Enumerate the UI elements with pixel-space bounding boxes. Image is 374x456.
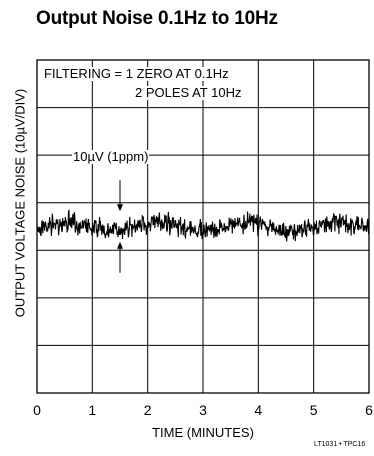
x-tick-label: 3: [199, 402, 207, 418]
noise-arrows: [117, 180, 123, 273]
scale-marker-label: 10µV (1ppm): [72, 149, 150, 164]
noise-trace: [36, 209, 370, 242]
x-axis-label: TIME (MINUTES): [152, 425, 254, 440]
x-tick-label: 2: [143, 402, 152, 418]
y-axis-label: OUTPUT VOLTAGE NOISE (10µV/DIV): [12, 88, 28, 318]
x-tick-label: 5: [309, 402, 318, 418]
arrow-up-head: [117, 241, 123, 249]
filtering-note-line2: 2 POLES AT 10Hz: [135, 85, 242, 100]
figure-code: LT1031 • TPC16: [314, 441, 366, 448]
arrow-down-head: [117, 204, 123, 212]
x-tick-label: 0: [33, 402, 41, 418]
x-tick-label: 6: [365, 402, 373, 418]
x-tick-label: 4: [254, 402, 263, 418]
filtering-note-line1: FILTERING = 1 ZERO AT 0.1Hz: [44, 66, 229, 81]
chart-title: Output Noise 0.1Hz to 10Hz: [36, 8, 278, 29]
x-tick-label: 1: [88, 402, 97, 418]
